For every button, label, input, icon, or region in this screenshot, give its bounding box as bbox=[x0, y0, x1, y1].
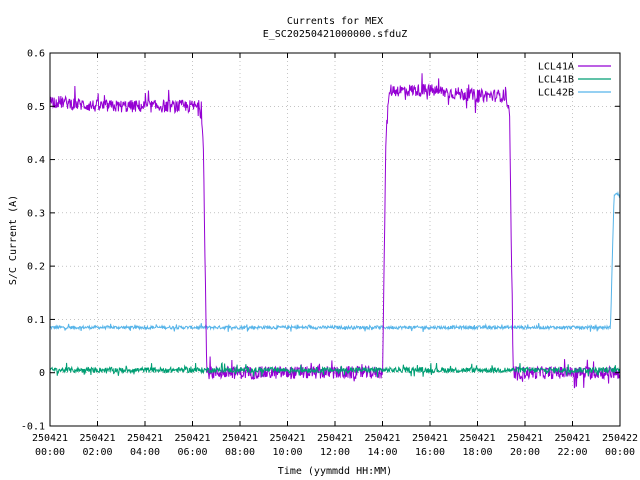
x-tick-label-date: 250421 bbox=[174, 433, 210, 444]
x-tick-label-date: 250422 bbox=[602, 433, 638, 444]
y-tick-label: 0.3 bbox=[27, 208, 45, 219]
chart-title: Currents for MEX bbox=[287, 16, 383, 27]
x-tick-label-date: 250421 bbox=[364, 433, 400, 444]
legend: LCL41A LCL41B LCL42B bbox=[538, 62, 611, 99]
y-tick-label: 0.1 bbox=[27, 315, 45, 326]
x-tick-label-date: 250421 bbox=[79, 433, 115, 444]
series-line-lcl42b bbox=[49, 190, 621, 332]
x-tick-label-date: 250421 bbox=[459, 433, 495, 444]
x-tick-label-time: 22:00 bbox=[557, 447, 587, 458]
x-tick-labels: 250421 00:00 250421 02:00 250421 04:00 250421 0… bbox=[32, 433, 638, 458]
chart-subtitle: E_SC20250421000000.sfduZ bbox=[263, 29, 408, 40]
y-tick-labels: -0.1 0 0.1 0.2 0.3 0.4 0.5 0.6 bbox=[21, 49, 45, 433]
x-tick-label-date: 250421 bbox=[317, 433, 353, 444]
legend-label: LCL42B bbox=[538, 88, 574, 99]
x-tick-label-date: 250421 bbox=[32, 433, 68, 444]
x-tick-label-time: 08:00 bbox=[225, 447, 255, 458]
x-tick-label-time: 12:00 bbox=[320, 447, 350, 458]
x-tick-label-time: 16:00 bbox=[415, 447, 445, 458]
y-axis-label: S/C Current (A) bbox=[8, 195, 19, 285]
x-tick-label-date: 250421 bbox=[222, 433, 258, 444]
series-line-lcl41b bbox=[49, 361, 621, 377]
x-tick-label-time: 10:00 bbox=[272, 447, 302, 458]
x-tick-label-date: 250421 bbox=[507, 433, 543, 444]
x-tick-label-time: 14:00 bbox=[367, 447, 397, 458]
x-tick-label-date: 250421 bbox=[269, 433, 305, 444]
grid-lines bbox=[50, 53, 620, 426]
x-tick-label-time: 18:00 bbox=[462, 447, 492, 458]
x-tick-label-date: 250421 bbox=[412, 433, 448, 444]
y-tick-label: 0 bbox=[39, 368, 45, 379]
y-tick-label: 0.4 bbox=[27, 155, 45, 166]
series-line-lcl41a bbox=[49, 73, 621, 389]
x-axis-label: Time (yymmdd HH:MM) bbox=[278, 466, 392, 477]
x-tick-label-date: 250421 bbox=[554, 433, 590, 444]
x-tick-label-time: 06:00 bbox=[177, 447, 207, 458]
y-tick-label: 0.6 bbox=[27, 49, 45, 60]
x-tick-label-time: 00:00 bbox=[35, 447, 65, 458]
y-tick-label: -0.1 bbox=[21, 422, 45, 433]
x-tick-label-time: 02:00 bbox=[82, 447, 112, 458]
legend-label: LCL41A bbox=[538, 62, 574, 73]
x-tick-label-time: 00:00 bbox=[605, 447, 635, 458]
axis-ticks bbox=[49, 52, 621, 427]
series-lines bbox=[49, 73, 621, 389]
x-tick-label-time: 04:00 bbox=[130, 447, 160, 458]
y-tick-label: 0.5 bbox=[27, 102, 45, 113]
x-tick-label-time: 20:00 bbox=[510, 447, 540, 458]
legend-label: LCL41B bbox=[538, 75, 574, 86]
y-tick-label: 0.2 bbox=[27, 262, 45, 273]
x-tick-label-date: 250421 bbox=[127, 433, 163, 444]
